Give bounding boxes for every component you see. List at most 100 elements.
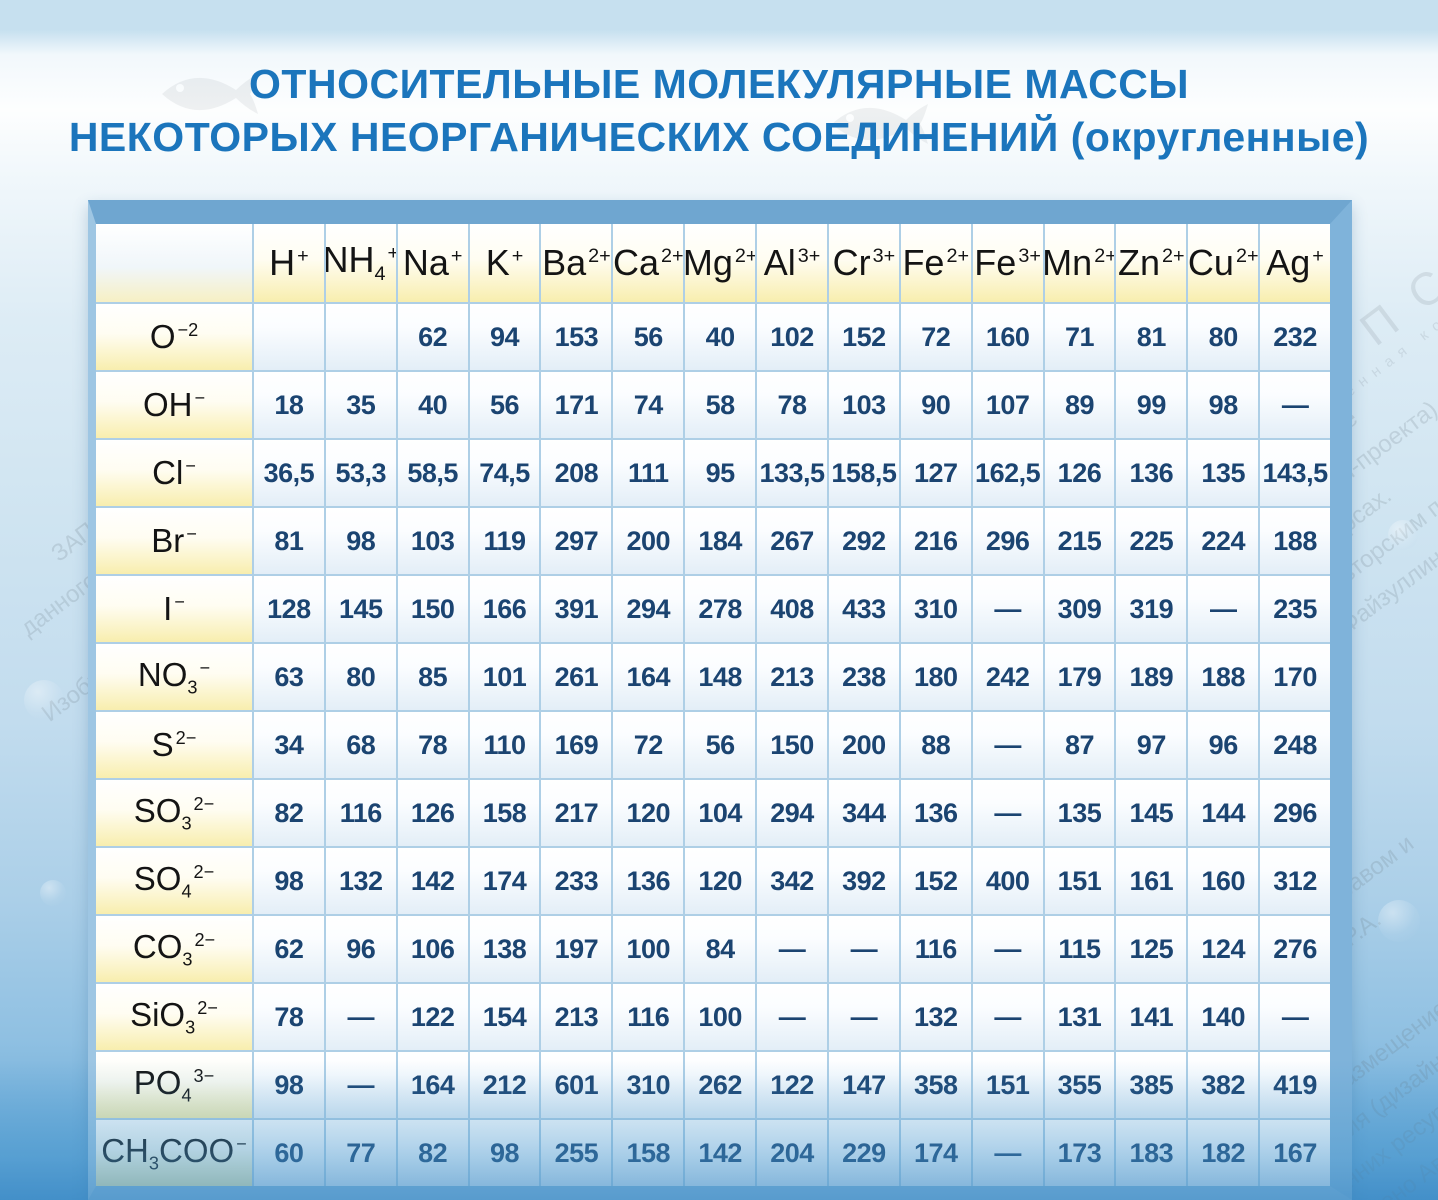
cell-s-ba: 169 bbox=[541, 712, 612, 778]
row-label-s: S 2− bbox=[96, 712, 252, 778]
row-label-cl: Cl − bbox=[96, 440, 252, 506]
cell-po4-al: 122 bbox=[757, 1052, 827, 1118]
cell-so4-al: 342 bbox=[757, 848, 827, 914]
cell-s-h: 34 bbox=[254, 712, 324, 778]
row-label-o: O −2 bbox=[96, 304, 252, 370]
cell-s-na: 78 bbox=[397, 712, 468, 778]
cell-i-h: 128 bbox=[254, 576, 324, 642]
cell-po4-k: 212 bbox=[469, 1052, 540, 1118]
cell-so3-zn: 145 bbox=[1116, 780, 1187, 846]
cell-so4-zn: 161 bbox=[1116, 848, 1187, 914]
row-label-so3: SO32− bbox=[96, 780, 252, 846]
cell-po4-h: 98 bbox=[254, 1052, 324, 1118]
cell-cl-zn: 136 bbox=[1116, 440, 1187, 506]
title-line-1: ОТНОСИТЕЛЬНЫЕ МОЛЕКУЛЯРНЫЕ МАССЫ bbox=[249, 61, 1189, 107]
cell-oh-ag: — bbox=[1260, 372, 1330, 438]
bubble-decoration bbox=[40, 880, 66, 906]
cell-br-ag: 188 bbox=[1260, 508, 1330, 574]
cell-so3-al: 294 bbox=[757, 780, 827, 846]
cell-i-mg: 278 bbox=[685, 576, 756, 642]
cell-oh-ba: 171 bbox=[541, 372, 612, 438]
cell-oh-fe3: 107 bbox=[972, 372, 1043, 438]
row-label-po4: PO43− bbox=[96, 1052, 252, 1118]
cell-so4-ag: 312 bbox=[1260, 848, 1330, 914]
cell-sio3-mn: 131 bbox=[1044, 984, 1115, 1050]
cell-cl-na: 58,5 bbox=[397, 440, 468, 506]
cell-sio3-cu: 140 bbox=[1188, 984, 1259, 1050]
cell-o-h bbox=[254, 304, 324, 370]
cell-so3-ag: 296 bbox=[1260, 780, 1330, 846]
cell-so3-nh4: 116 bbox=[325, 780, 396, 846]
cell-i-cu: — bbox=[1188, 576, 1259, 642]
cell-no3-h: 63 bbox=[254, 644, 324, 710]
cell-ch3coo-zn: 183 bbox=[1116, 1120, 1187, 1186]
cell-i-al: 408 bbox=[757, 576, 827, 642]
cell-o-cu: 80 bbox=[1188, 304, 1259, 370]
molecular-mass-table: H + NH4+ Na + K + Ba 2+ Ca 2+ Mg 2+ Al 3+ Cr 3+ Fe 2+ Fe 3+ M… bbox=[88, 200, 1352, 1200]
cell-co3-nh4: 96 bbox=[325, 916, 396, 982]
cell-so4-k: 174 bbox=[469, 848, 540, 914]
column-header-al: Al 3+ bbox=[757, 224, 827, 302]
cell-cl-al: 133,5 bbox=[757, 440, 827, 506]
bubble-decoration bbox=[1388, 520, 1418, 550]
cell-br-nh4: 98 bbox=[325, 508, 396, 574]
cell-br-zn: 225 bbox=[1116, 508, 1187, 574]
cell-i-nh4: 145 bbox=[325, 576, 396, 642]
cell-co3-fe2: 116 bbox=[900, 916, 971, 982]
column-header-cr: Cr 3+ bbox=[828, 224, 899, 302]
row-label-i: I − bbox=[96, 576, 252, 642]
cell-ch3coo-mg: 142 bbox=[685, 1120, 756, 1186]
cell-o-nh4 bbox=[325, 304, 396, 370]
cell-po4-mn: 355 bbox=[1044, 1052, 1115, 1118]
cell-so3-mg: 104 bbox=[685, 780, 756, 846]
cell-cl-ca: 111 bbox=[613, 440, 684, 506]
cell-cl-mn: 126 bbox=[1044, 440, 1115, 506]
cell-o-ag: 232 bbox=[1260, 304, 1330, 370]
row-label-oh: OH − bbox=[96, 372, 252, 438]
cell-s-mn: 87 bbox=[1044, 712, 1115, 778]
cell-no3-ba: 261 bbox=[541, 644, 612, 710]
cell-po4-na: 164 bbox=[397, 1052, 468, 1118]
cell-o-fe2: 72 bbox=[900, 304, 971, 370]
cell-no3-nh4: 80 bbox=[325, 644, 396, 710]
cell-ch3coo-mn: 173 bbox=[1044, 1120, 1115, 1186]
cell-i-mn: 309 bbox=[1044, 576, 1115, 642]
cell-oh-nh4: 35 bbox=[325, 372, 396, 438]
column-header-h: H + bbox=[254, 224, 324, 302]
cell-i-zn: 319 bbox=[1116, 576, 1187, 642]
column-header-nh4: NH4+ bbox=[325, 224, 396, 302]
title-line-2: НЕКОТОРЫХ НЕОРГАНИЧЕСКИХ СОЕДИНЕНИЙ (окр… bbox=[68, 114, 1370, 160]
cell-cl-k: 74,5 bbox=[469, 440, 540, 506]
cell-ch3coo-k: 98 bbox=[469, 1120, 540, 1186]
cell-so3-ca: 120 bbox=[613, 780, 684, 846]
cell-sio3-k: 154 bbox=[469, 984, 540, 1050]
cell-o-mn: 71 bbox=[1044, 304, 1115, 370]
cell-o-mg: 40 bbox=[685, 304, 756, 370]
cell-sio3-cr: — bbox=[828, 984, 899, 1050]
cell-sio3-fe3: — bbox=[972, 984, 1043, 1050]
cell-so4-ba: 233 bbox=[541, 848, 612, 914]
cell-no3-zn: 189 bbox=[1116, 644, 1187, 710]
cell-br-cr: 292 bbox=[828, 508, 899, 574]
cell-co3-k: 138 bbox=[469, 916, 540, 982]
cell-no3-mg: 148 bbox=[685, 644, 756, 710]
cell-po4-zn: 385 bbox=[1116, 1052, 1187, 1118]
cell-cl-cu: 135 bbox=[1188, 440, 1259, 506]
bubble-decoration bbox=[24, 680, 64, 720]
cell-i-na: 150 bbox=[397, 576, 468, 642]
cell-co3-zn: 125 bbox=[1116, 916, 1187, 982]
cell-po4-cr: 147 bbox=[828, 1052, 899, 1118]
cell-so3-cu: 144 bbox=[1188, 780, 1259, 846]
column-header-mg: Mg 2+ bbox=[685, 224, 756, 302]
cell-o-cr: 152 bbox=[828, 304, 899, 370]
cell-po4-ag: 419 bbox=[1260, 1052, 1330, 1118]
table-grid: H + NH4+ Na + K + Ba 2+ Ca 2+ Mg 2+ Al 3+ Cr 3+ Fe 2+ Fe 3+ M… bbox=[96, 224, 1330, 1186]
bubble-decoration bbox=[1378, 900, 1420, 942]
cell-co3-na: 106 bbox=[397, 916, 468, 982]
cell-so4-nh4: 132 bbox=[325, 848, 396, 914]
cell-sio3-nh4: — bbox=[325, 984, 396, 1050]
cell-sio3-ba: 213 bbox=[541, 984, 612, 1050]
cell-so4-mn: 151 bbox=[1044, 848, 1115, 914]
cell-i-fe2: 310 bbox=[900, 576, 971, 642]
row-label-sio3: SiO32− bbox=[96, 984, 252, 1050]
